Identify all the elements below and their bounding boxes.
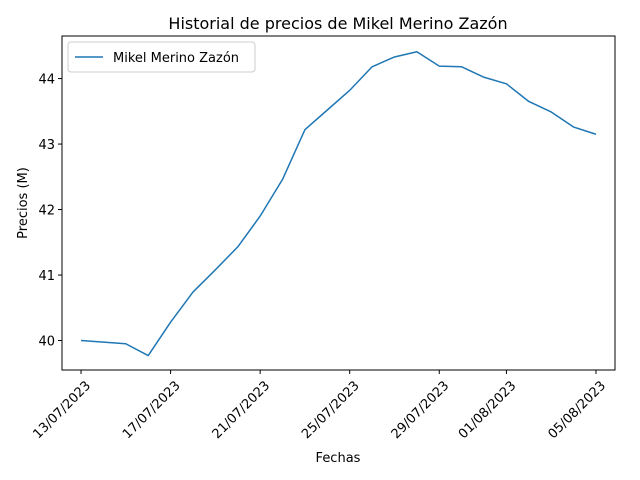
- y-tick-label: 43: [38, 138, 55, 153]
- legend-label: Mikel Merino Zazón: [113, 51, 239, 66]
- data-point: [415, 50, 419, 54]
- data-point: [281, 177, 285, 181]
- data-point: [79, 339, 83, 343]
- y-axis: 40 41 42 43 44: [38, 73, 62, 350]
- x-axis: 13/07/2023 17/07/2023 21/07/2023 25/07/2023…: [30, 370, 609, 442]
- data-point: [325, 108, 329, 112]
- data-point: [437, 64, 441, 68]
- data-point: [124, 342, 128, 346]
- x-axis-title: Fechas: [316, 451, 361, 466]
- data-point: [191, 290, 195, 294]
- x-tick-label: 21/07/2023: [210, 378, 274, 442]
- x-tick-label: 13/07/2023: [30, 378, 94, 442]
- data-point: [303, 128, 307, 132]
- data-point: [392, 55, 396, 59]
- x-tick-label: 01/08/2023: [456, 378, 520, 442]
- plot-frame: [61, 35, 616, 371]
- data-point: [594, 132, 598, 136]
- series-points: [79, 50, 598, 358]
- y-tick-label: 44: [38, 73, 55, 88]
- chart-title: Historial de precios de Mikel Merino Zaz…: [168, 14, 507, 33]
- data-point: [258, 214, 262, 218]
- data-point: [572, 125, 576, 129]
- y-tick-label: 40: [38, 335, 55, 350]
- data-point: [527, 99, 531, 103]
- x-tick-label: 05/08/2023: [545, 378, 609, 442]
- y-tick-label: 42: [38, 204, 55, 219]
- data-point: [348, 88, 352, 92]
- x-tick-label: 17/07/2023: [120, 378, 184, 442]
- data-point: [504, 82, 508, 86]
- data-point: [236, 245, 240, 249]
- legend: Mikel Merino Zazón: [67, 41, 256, 73]
- x-tick-label: 25/07/2023: [299, 378, 363, 442]
- data-point: [213, 268, 217, 272]
- data-point: [549, 110, 553, 114]
- legend-box: [67, 41, 256, 73]
- data-point: [169, 320, 173, 324]
- data-point: [370, 65, 374, 69]
- data-point: [482, 75, 486, 79]
- data-point: [460, 65, 464, 69]
- series-line-mikel-merino-zazon: [80, 50, 597, 357]
- x-tick-label: 29/07/2023: [389, 378, 453, 442]
- data-point: [146, 354, 150, 358]
- y-tick-label: 41: [38, 269, 55, 284]
- y-axis-title: Precios (M): [16, 167, 31, 239]
